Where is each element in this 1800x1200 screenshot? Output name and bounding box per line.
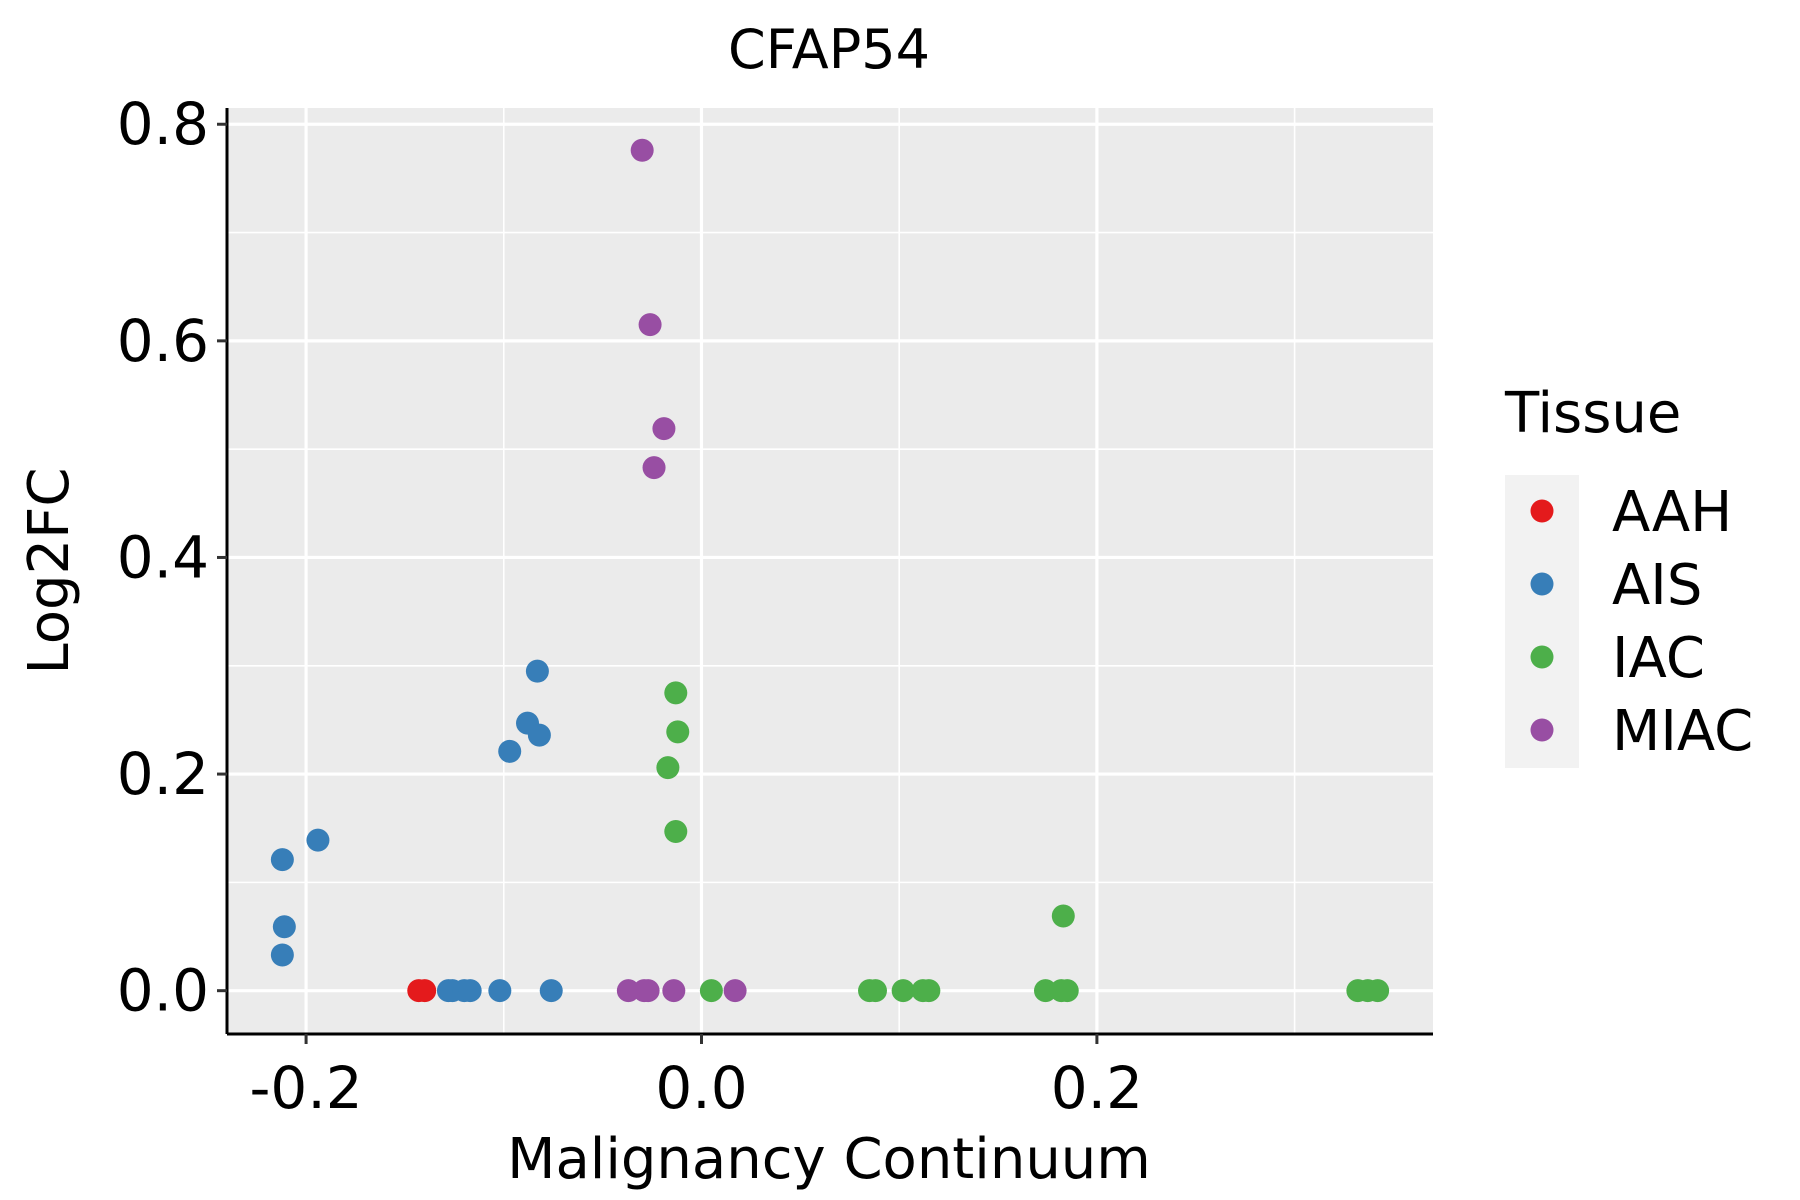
x-tick-label: 0.0: [655, 1054, 747, 1122]
y-tick-label: 0.6: [117, 307, 209, 375]
legend-title: Tissue: [1504, 381, 1681, 446]
point-ais: [270, 848, 294, 872]
point-miac: [662, 979, 686, 1003]
point-iac: [656, 756, 680, 780]
point-miac: [638, 313, 662, 337]
legend-label-iac: IAC: [1612, 626, 1705, 691]
x-tick-label: 0.2: [1051, 1054, 1143, 1122]
legend-key-iac: [1530, 645, 1554, 669]
point-aah: [413, 979, 437, 1003]
point-iac: [891, 979, 915, 1003]
point-iac: [1033, 979, 1057, 1003]
y-tick-label: 0.0: [117, 957, 209, 1025]
legend: Tissue AAH AIS IAC MIAC: [1504, 381, 1753, 768]
chart-title: CFAP54: [728, 18, 930, 81]
legend-label-miac: MIAC: [1612, 699, 1753, 764]
point-iac: [1051, 904, 1075, 928]
point-ais: [498, 739, 522, 763]
x-tick-label: -0.2: [249, 1054, 362, 1122]
y-axis-ticks: 0.0 0.2 0.4 0.6 0.8: [117, 90, 227, 1025]
minor-gridlines: [227, 108, 1433, 1034]
data-points: [270, 138, 1390, 1003]
point-miac: [616, 979, 640, 1003]
y-tick-label: 0.4: [117, 523, 209, 591]
point-ais: [272, 915, 296, 939]
point-iac: [1366, 979, 1390, 1003]
point-iac: [699, 979, 723, 1003]
point-miac: [636, 979, 660, 1003]
y-tick-label: 0.8: [117, 90, 209, 158]
point-miac: [642, 456, 666, 480]
point-ais: [458, 979, 482, 1003]
point-iac: [863, 979, 887, 1003]
legend-key-ais: [1530, 572, 1554, 596]
point-iac: [1055, 979, 1079, 1003]
point-miac: [723, 979, 747, 1003]
y-axis-title: Log2FC: [17, 468, 82, 675]
legend-label-ais: AIS: [1612, 553, 1702, 618]
plot-panel: [227, 108, 1433, 1034]
x-axis-ticks: -0.2 0.0 0.2: [249, 1034, 1143, 1122]
point-miac: [652, 417, 676, 441]
point-miac: [630, 138, 654, 162]
legend-label-aah: AAH: [1612, 480, 1732, 545]
legend-key-aah: [1530, 499, 1554, 523]
legend-items: AAH AIS IAC MIAC: [1530, 480, 1753, 764]
point-iac: [664, 819, 688, 843]
point-ais: [488, 979, 512, 1003]
point-ais: [525, 659, 549, 683]
point-iac: [666, 720, 690, 744]
point-ais: [270, 943, 294, 967]
x-axis-title: Malignancy Continuum: [507, 1127, 1151, 1192]
point-ais: [306, 828, 330, 852]
legend-key-miac: [1530, 718, 1554, 742]
point-iac: [664, 681, 688, 705]
y-tick-label: 0.2: [117, 740, 209, 808]
point-iac: [917, 979, 941, 1003]
point-ais: [527, 723, 551, 747]
point-ais: [539, 979, 563, 1003]
